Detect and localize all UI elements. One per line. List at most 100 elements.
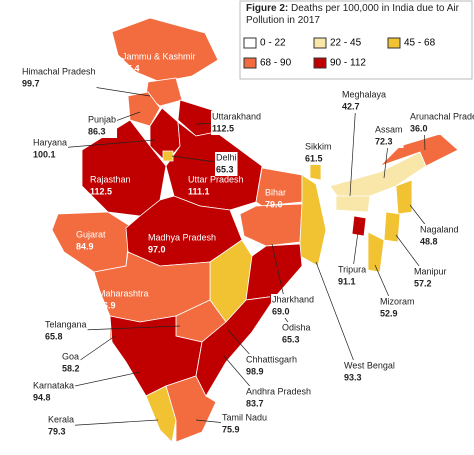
leader-line [349,100,357,197]
label-bg [271,294,316,318]
legend-label: 90 - 112 [330,58,366,69]
region-value: 79.3 [48,426,66,436]
region [351,215,367,237]
label-bg [32,380,76,404]
figure-label: Figure 2: [246,3,289,14]
region-name: Tamil Nadu [222,412,267,422]
region-value: 84.9 [76,241,94,251]
legend-title: Figure 2: Deaths per 100,000 in India du… [246,3,468,27]
label-bg [409,111,474,135]
region-name: Telangana [45,319,87,329]
region-name: Uttarakhand [212,111,261,121]
label-bg [47,414,76,438]
label-bg [413,266,448,290]
region [165,121,263,211]
region-name: Manipur [414,266,447,276]
region [239,203,303,247]
region-value: 99.7 [22,78,40,88]
region-name: Delhi [216,152,237,162]
region-value: 69.0 [272,306,290,316]
region [145,385,177,443]
region-name: Jammu & Kashmir [122,51,196,61]
label-bg [379,296,416,320]
region [395,179,413,215]
region-value: 98.9 [246,366,264,376]
label-bg [245,354,299,378]
label-bg [374,124,404,148]
region [309,163,322,181]
region-value: 86.3 [88,126,106,136]
region-value: 75.9 [222,424,240,434]
region-value: 65.3 [216,164,234,174]
region-value: 93.3 [344,372,362,382]
region-name: Tripura [338,264,366,274]
region-name: Kerala [48,414,74,424]
leader-line [75,335,116,364]
region-value: 112.5 [212,123,234,133]
legend-swatch [243,57,257,69]
region-name: Nagaland [420,224,459,234]
region-name: Chhattisgarh [246,354,297,364]
label-bg [245,386,313,410]
region-name: Punjab [88,114,116,124]
region-value: 112.5 [90,186,112,196]
region-name: Assam [375,124,403,134]
label-bg [304,141,333,165]
region-name: Haryana [33,137,67,147]
label-bg [61,351,81,375]
label-bg [341,89,388,113]
region [299,174,327,267]
region-value: 111.1 [188,186,210,196]
region-name: Odisha [282,322,311,332]
label-bg [343,360,396,384]
region-name: Karnataka [33,380,74,390]
label-bg [32,137,69,161]
region [195,295,277,397]
region-name: Bihar [265,187,286,197]
legend-swatch [387,37,401,49]
region-value: 72.3 [375,136,393,146]
region-value: 42.7 [342,101,360,111]
title: Deaths per 100,000 in India due to Air P… [246,3,459,26]
label-bg [419,224,460,248]
label-bg [211,111,263,135]
label-bg [337,264,368,288]
region-value: 36.0 [410,123,428,133]
region-name: Arunachal Pradesh [410,111,474,121]
region-value: 97.0 [148,244,166,254]
region [367,231,385,273]
legend-label: 45 - 68 [404,38,436,49]
region-name: West Bengal [344,360,395,370]
region-value: 57.2 [414,278,432,288]
label-bg [44,319,88,343]
leader-line [61,419,159,427]
region-value: 65.8 [45,331,63,341]
label-bg [215,152,238,176]
region-value: 86.9 [98,300,116,310]
region-value: 75.4 [122,63,140,73]
region-value: 65.3 [282,334,300,344]
label-bg [221,412,269,436]
region-value: 83.7 [246,398,264,408]
label-bg [281,322,312,346]
region-value: 100.1 [33,149,56,159]
legend-label: 68 - 90 [260,58,292,69]
region-name: Himachal Pradesh [22,66,96,76]
label-bg [21,66,97,90]
region-name: Andhra Pradesh [246,386,311,396]
region-value: 52.9 [380,308,398,318]
region [162,150,174,162]
region-name: Meghalaya [342,89,386,99]
legend-label: 0 - 22 [260,38,286,49]
legend-swatch [313,37,327,49]
region-value: 61.5 [305,153,323,163]
label-bg [87,114,118,138]
region-value: 48.8 [420,236,438,246]
region [255,167,303,207]
region-value: 79.0 [265,199,283,209]
region-value: 91.1 [338,276,356,286]
region-value: 94.8 [33,392,51,402]
region-name: Gujarat [76,229,106,239]
